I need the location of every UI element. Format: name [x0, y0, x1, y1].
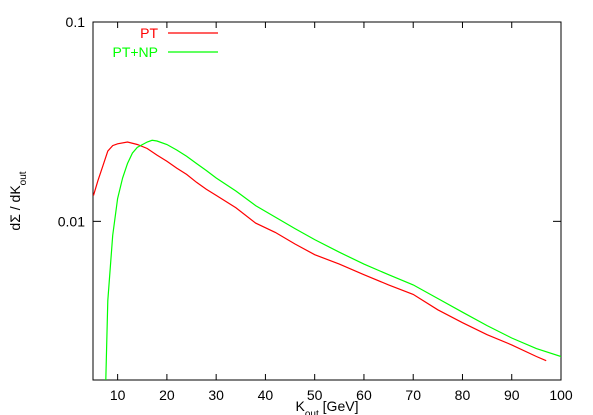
- plot-frame: [92, 21, 562, 381]
- x-tick-label: 20: [159, 387, 175, 403]
- y-label: dΣ / dKout: [7, 171, 29, 230]
- xlabel-part: out: [305, 409, 319, 415]
- series-line: [105, 139, 561, 380]
- x-tick-label: 10: [110, 387, 126, 403]
- y-tick-label: 0.1: [66, 14, 86, 30]
- x-tick-label: 100: [549, 387, 573, 403]
- x-tick-label: 60: [356, 387, 372, 403]
- x-label: Kout [GeV]: [296, 398, 359, 415]
- x-tick-label: 50: [307, 387, 323, 403]
- x-tick-label: 30: [208, 387, 224, 403]
- x-tick-label: 80: [455, 387, 471, 403]
- x-tick-label: 70: [405, 387, 421, 403]
- x-tick-label: 90: [504, 387, 520, 403]
- legend-label: PT+NP: [112, 44, 158, 60]
- legend-label: PT: [140, 25, 158, 41]
- y-tick-label: 0.01: [58, 213, 85, 229]
- x-tick-label: 40: [258, 387, 274, 403]
- ylabel-part: dΣ / dK: [7, 185, 23, 231]
- xlabel-part: K: [296, 398, 306, 414]
- xlabel-part: [GeV]: [319, 398, 359, 414]
- series-line: [93, 141, 547, 362]
- ylabel-part: out: [18, 171, 29, 185]
